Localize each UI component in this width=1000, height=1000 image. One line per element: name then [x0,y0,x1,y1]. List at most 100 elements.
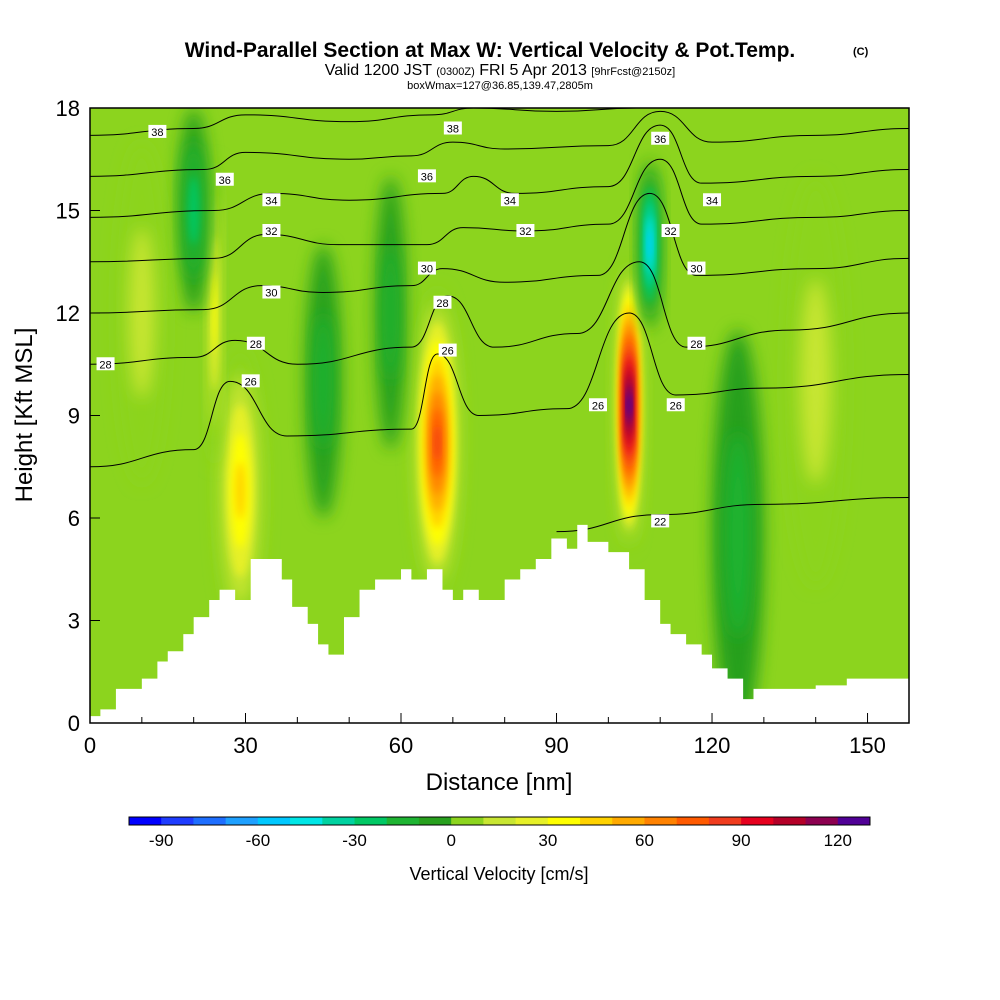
colorbar: -90 -60 -30 0 30 60 90 120 [128,816,871,850]
theta-contour-label: 28 [687,336,706,351]
colorbar-swatch [451,817,484,825]
colorbar-swatch [741,817,774,825]
theta-contour-label: 34 [703,193,722,207]
velocity-contour-fill [314,313,333,450]
colorbar-swatch [129,817,162,825]
theta-contour-label: 32 [516,224,535,238]
theta-label-text: 22 [654,516,666,528]
colorbar-tick-label: 0 [446,831,455,850]
theta-label-text: 34 [706,195,718,207]
colorbar-swatch [708,817,742,825]
theta-label-box [666,398,685,412]
theta-label-box [687,336,706,350]
colorbar-swatch [386,817,420,825]
theta-label-box [651,131,670,145]
colorbar-swatch [773,817,807,825]
theta-contour-label: 32 [661,224,680,238]
colorbar-swatch [580,817,613,825]
forecast-info: [9hrFcst@2150z] [591,66,675,78]
x-tick-label: 90 [544,733,568,758]
theta-label-box [262,193,281,207]
colorbar-label: Vertical Velocity [cm/s] [409,864,588,884]
chart-title: Wind-Parallel Section at Max W: Vertical… [185,39,796,62]
y-tick-label: 15 [56,199,80,224]
velocity-contour-fill [382,244,399,382]
theta-contour-22 [556,497,909,533]
colorbar-swatch [805,817,839,825]
velocity-contour-fill [800,278,832,484]
theta-label-box [661,224,680,237]
theta-label-box [417,261,436,275]
theta-label-box [433,295,452,309]
theta-label-box [96,357,115,371]
colorbar-swatch [612,817,645,825]
velocity-cell [305,244,342,518]
colorbar-swatch [837,817,871,825]
velocity-contour-fill [627,395,632,416]
y-tick-label: 12 [56,301,80,326]
valid-time-label: Valid 1200 JST [325,62,433,79]
colorbar-swatch [257,817,291,825]
y-tick-label: 0 [68,711,80,736]
velocity-contour-fill [235,461,245,520]
theta-contour-label: 30 [417,261,436,276]
y-tick-label: 3 [68,609,80,634]
plot-area: 38 38 36 36 36 34 34 34 32 32 32 30 30 30 28 28 28 28 26 26… [90,108,909,723]
velocity-cell [115,142,168,484]
velocity-contour-fill [434,425,440,460]
velocity-cell [784,176,847,587]
box-wmax-info: boxWmax=127@36.85,139.47,2805m [407,80,593,92]
x-tick-label: 150 [849,733,886,758]
terrain-mask [90,524,909,723]
potential-temperature-labels: 38 38 36 36 36 34 34 34 32 32 32 30 30 30 28 28 28 28 26 26… [96,121,722,528]
x-tick-label: 60 [389,733,413,758]
theta-label-text: 30 [265,288,277,300]
theta-label-box [262,224,281,237]
theta-label-box [588,398,607,412]
valid-time-line: Valid 1200 JST (0300Z) FRI 5 Apr 2013 [9… [325,62,675,79]
theta-contour-label: 34 [500,193,519,207]
velocity-cell [639,159,661,331]
y-tick-label: 9 [68,404,80,429]
theta-contour-label: 34 [262,193,281,207]
theta-contour-label: 30 [262,285,281,300]
velocity-contour-fill [128,227,155,399]
theta-label-box [148,124,167,138]
theta-contour-32 [90,158,909,263]
colorbar-swatch [354,817,388,825]
theta-label-box [516,224,535,237]
theta-contour-label: 36 [215,172,234,187]
theta-label-text: 26 [245,376,257,388]
theta-label-text: 36 [654,134,666,146]
theta-contour-26 [90,312,909,468]
theta-label-text: 32 [519,226,531,238]
colorbar-tick-label: 30 [538,831,557,850]
theta-label-text: 36 [219,175,231,187]
theta-label-text: 28 [436,298,448,310]
colorbar-swatch [515,817,549,825]
theta-label-box [438,343,457,357]
theta-label-text: 26 [592,400,604,412]
velocity-contour-fill [647,230,652,259]
x-axis-ticks: 0 30 60 90 120 150 [84,713,886,758]
theta-label-text: 34 [265,195,277,207]
theta-label-text: 34 [504,195,516,207]
colorbar-tick-label: -90 [149,831,174,850]
colorbar-swatch [290,817,323,825]
y-tick-label: 6 [68,506,80,531]
valid-time-utc: (0300Z) [436,66,475,78]
theta-label-text: 38 [151,127,163,139]
theta-label-box [215,172,234,186]
x-tick-label: 0 [84,733,96,758]
colorbar-swatch [161,817,194,825]
valid-date: FRI 5 Apr 2013 [479,62,587,79]
colorbar-swatch [676,817,710,825]
theta-contour-label: 36 [651,131,670,146]
theta-label-text: 28 [250,339,262,351]
theta-contour-36 [90,110,909,177]
colorbar-tick-label: 90 [732,831,751,850]
theta-contour-label: 32 [262,224,281,238]
theta-label-box [262,285,281,299]
theta-contour-label: 26 [241,374,260,388]
